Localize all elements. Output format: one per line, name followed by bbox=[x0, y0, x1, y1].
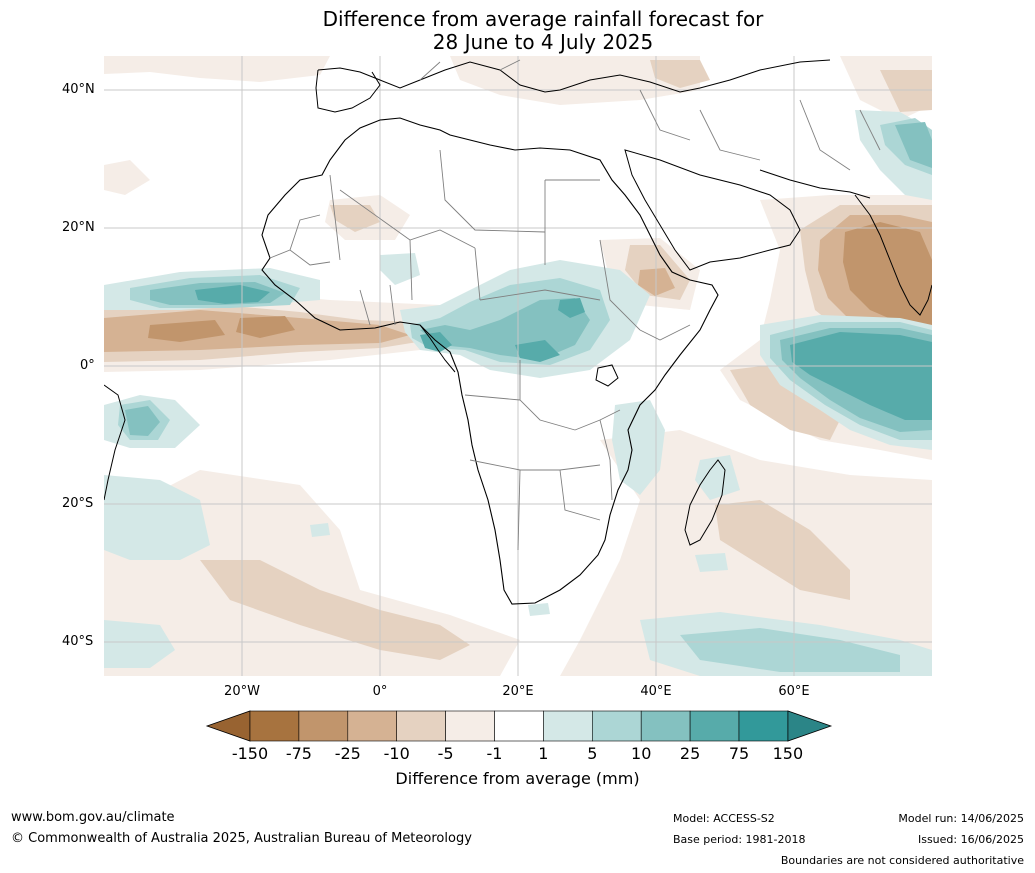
india-outline bbox=[854, 194, 932, 316]
anomaly-strong-dry-areas bbox=[148, 222, 932, 342]
colorbar-bin bbox=[689, 710, 740, 742]
colorbar-tick-label: 10 bbox=[631, 744, 652, 763]
colorbar-over-triangle bbox=[787, 710, 833, 742]
colorbar-bin bbox=[543, 710, 593, 742]
footer-disclaimer: Boundaries are not considered authoritat… bbox=[780, 854, 1024, 867]
colorbar-title: Difference from average (mm) bbox=[395, 769, 640, 788]
colorbar-bin bbox=[494, 710, 544, 742]
colorbar-bin bbox=[298, 710, 349, 742]
colorbar-bin bbox=[591, 710, 642, 742]
colorbar-tick-label: 25 bbox=[679, 744, 701, 763]
lat-label-equator: 0° bbox=[80, 358, 95, 373]
lon-label-60e: 60°E bbox=[778, 684, 810, 699]
footer-model: Model: ACCESS-S2 bbox=[673, 812, 775, 825]
lat-label-20s: 20°S bbox=[62, 496, 94, 511]
colorbar-bin bbox=[396, 710, 446, 742]
africa-outline bbox=[261, 117, 719, 605]
colorbar-tick-label: -5 bbox=[437, 744, 454, 763]
footer-website: www.bom.gov.au/climate bbox=[11, 810, 175, 825]
madagascar-outline bbox=[684, 459, 726, 546]
lat-label-20n: 20°N bbox=[62, 220, 95, 235]
lon-label-0: 0° bbox=[372, 684, 388, 699]
colorbar-tick-label: -25 bbox=[334, 744, 361, 763]
south-america-outline bbox=[104, 384, 126, 501]
colorbar bbox=[205, 710, 833, 742]
colorbar-bin bbox=[347, 710, 397, 742]
colorbar-tick-label: -10 bbox=[383, 744, 410, 763]
colorbar-tick-label: 75 bbox=[728, 744, 750, 763]
arabia-outline bbox=[624, 149, 801, 271]
iran-coast-outline bbox=[759, 169, 871, 199]
title-line-1: Difference from average rainfall forecas… bbox=[322, 7, 764, 31]
anomaly-strong-wet-areas bbox=[195, 285, 932, 420]
colorbar-bin bbox=[249, 710, 300, 742]
landmass-outlines bbox=[104, 59, 932, 605]
colorbar-tick-label: 150 bbox=[772, 744, 804, 763]
gulf-of-guinea-coast bbox=[419, 324, 456, 373]
colorbar-bin bbox=[445, 710, 495, 742]
colorbar-tick-label: 5 bbox=[587, 744, 598, 763]
footer-base-period: Base period: 1981-2018 bbox=[673, 833, 806, 846]
lat-label-40n: 40°N bbox=[62, 82, 95, 97]
colorbar-under-triangle bbox=[205, 710, 251, 742]
lake-victoria-outline bbox=[595, 364, 619, 387]
europe-outline bbox=[317, 59, 831, 93]
colorbar-tick-label: -75 bbox=[285, 744, 312, 763]
lon-label-40e: 40°E bbox=[640, 684, 672, 699]
lon-label-20e: 20°E bbox=[502, 684, 534, 699]
colorbar-tick-label: 1 bbox=[538, 744, 549, 763]
colorbar-tick-label: -150 bbox=[231, 744, 269, 763]
footer-model-run: Model run: 14/06/2025 bbox=[898, 812, 1024, 825]
chart-title: Difference from average rainfall forecas… bbox=[0, 8, 1035, 54]
footer-issued: Issued: 16/06/2025 bbox=[917, 833, 1024, 846]
iberia-outline bbox=[315, 69, 381, 113]
colorbar-tick-label: -1 bbox=[486, 744, 503, 763]
national-borders bbox=[269, 59, 881, 551]
colorbar-bin bbox=[738, 710, 789, 742]
colorbar-bin bbox=[640, 710, 691, 742]
title-line-2: 28 June to 4 July 2025 bbox=[432, 30, 654, 54]
lon-label-20w: 20°W bbox=[224, 684, 260, 699]
lat-label-40s: 40°S bbox=[62, 634, 94, 649]
footer-copyright: © Commonwealth of Australia 2025, Austra… bbox=[11, 831, 472, 846]
gridlines bbox=[104, 56, 932, 676]
